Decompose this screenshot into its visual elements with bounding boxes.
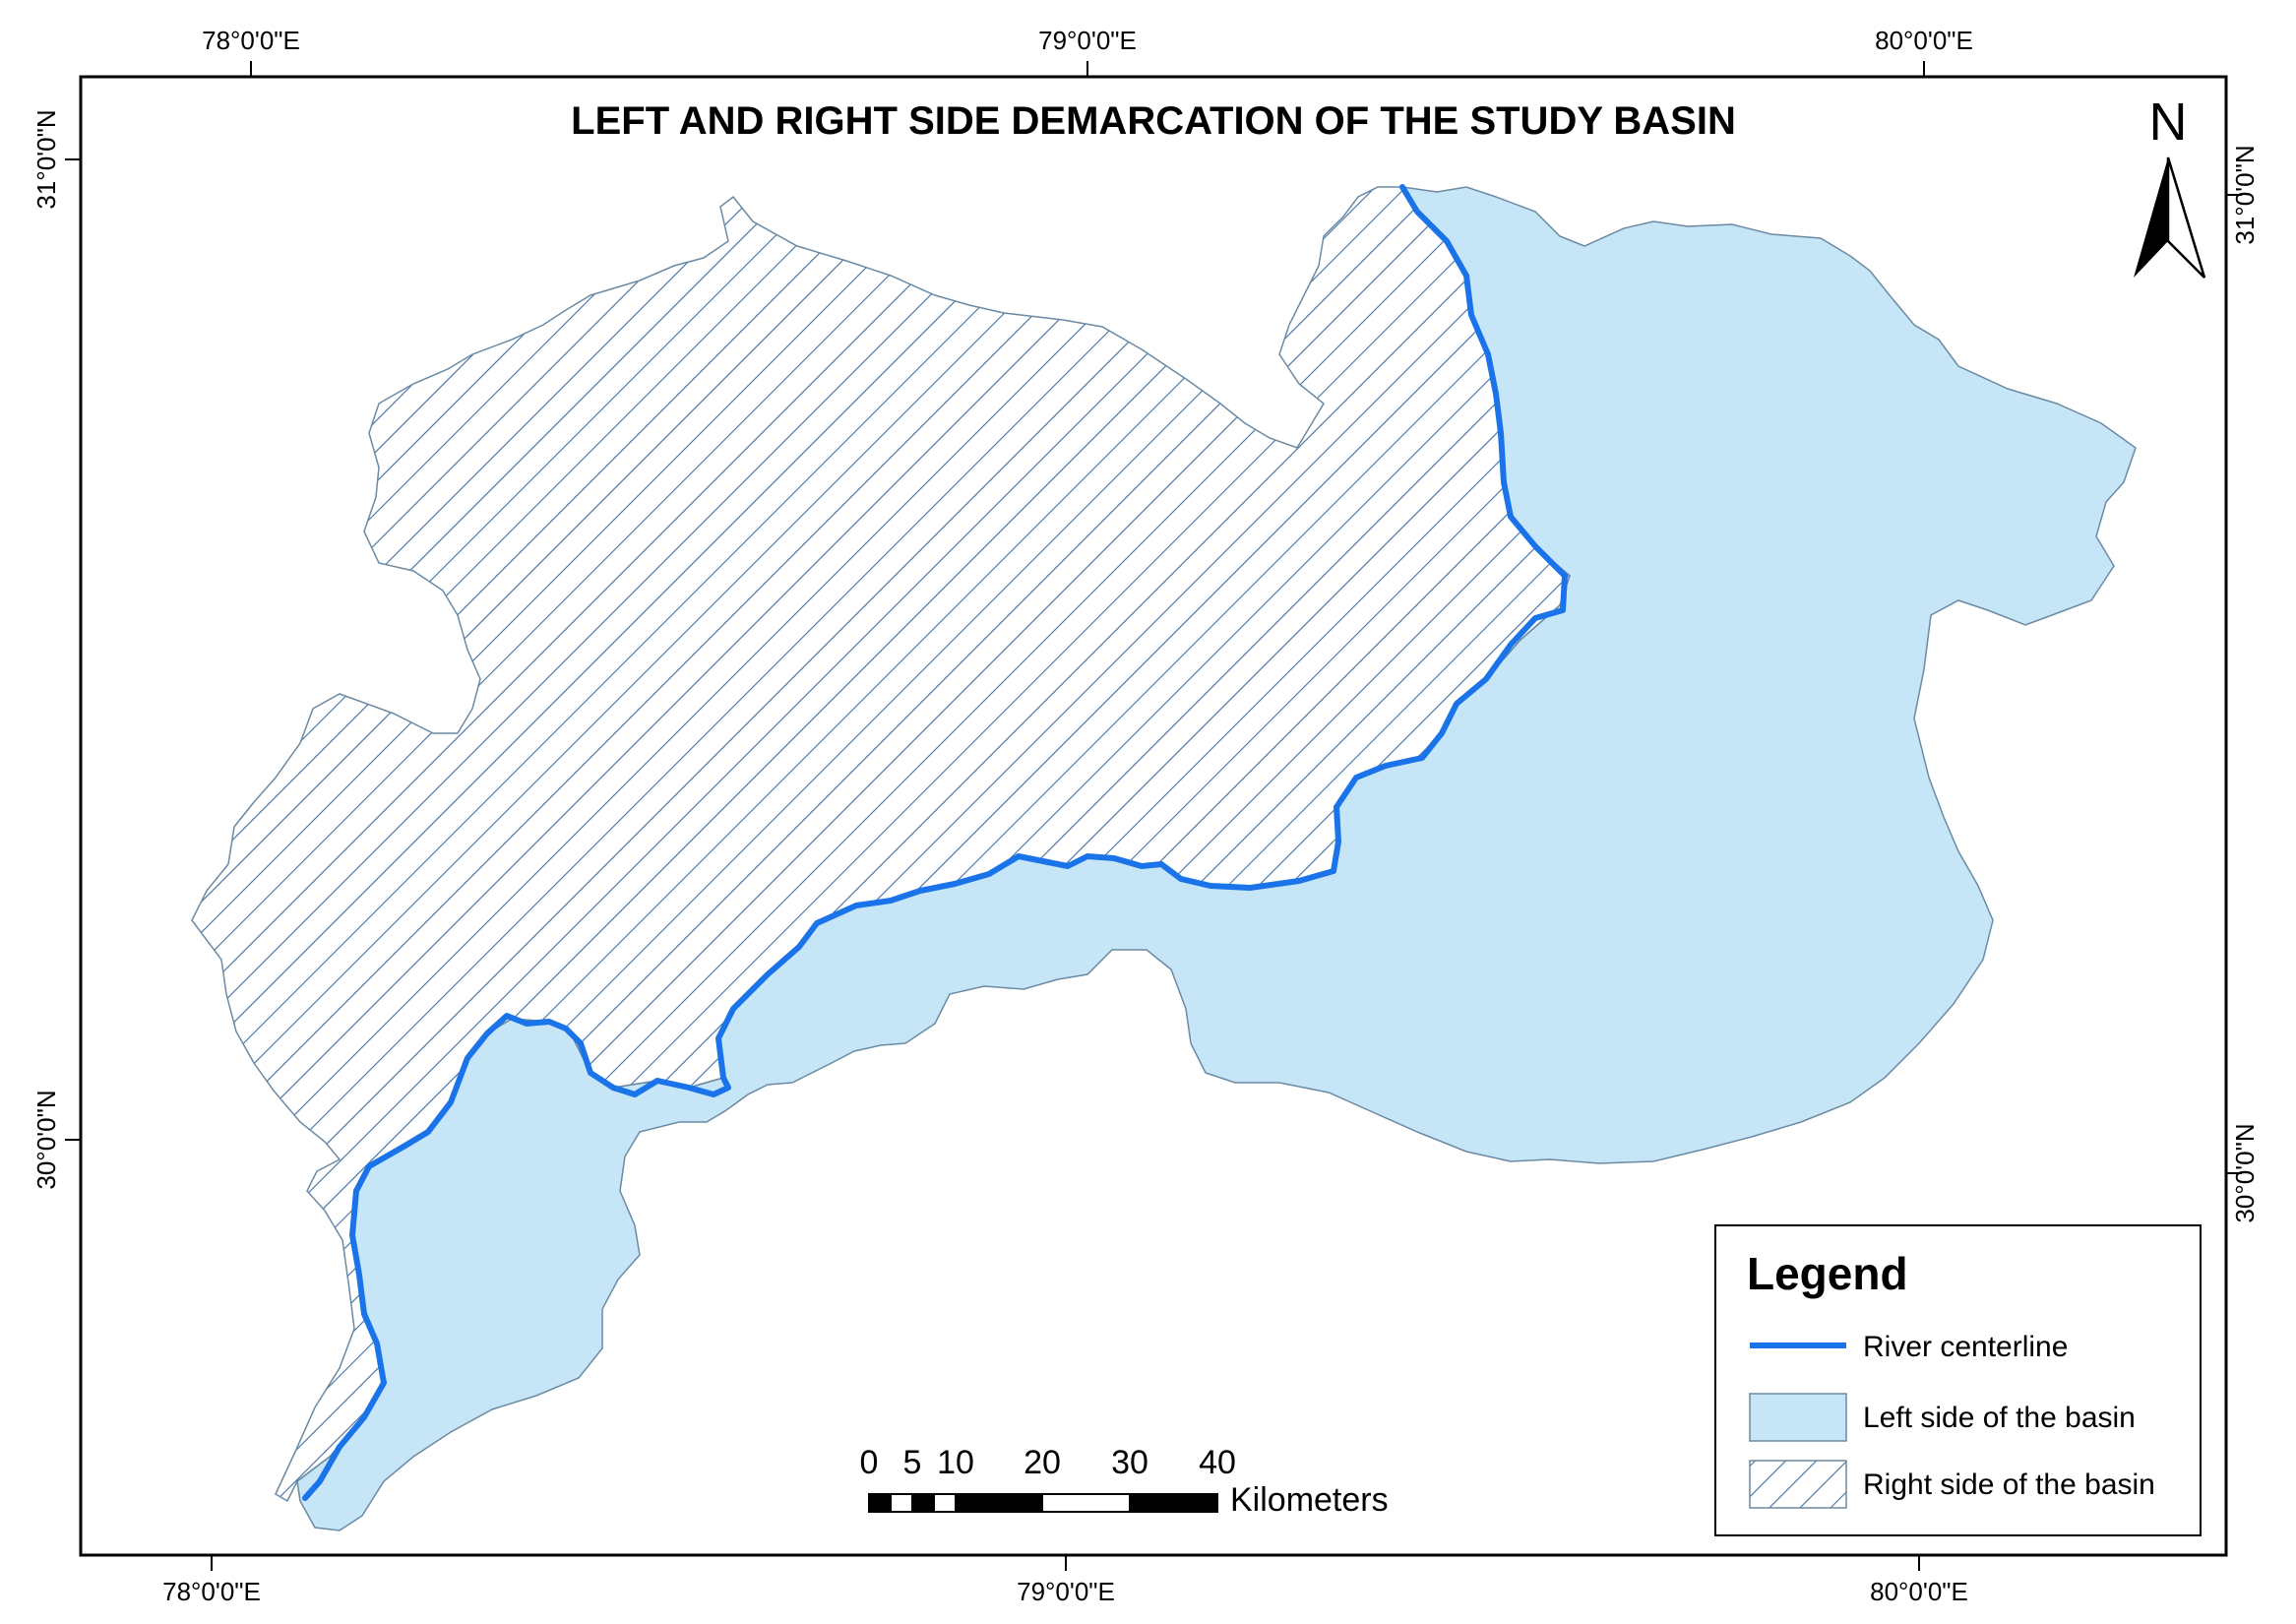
legend-right-side-label: Right side of the basin [1863, 1468, 2155, 1501]
north-arrow-right-half [2166, 156, 2206, 279]
legend-river-label: River centerline [1863, 1331, 2068, 1363]
scale-outline [868, 1493, 1218, 1513]
scale-segment-3 [933, 1493, 957, 1513]
north-arrow-label: N [2149, 93, 2188, 152]
left-tick-label-2: 30°0'0"N [31, 1090, 61, 1189]
legend: Legend River centerline Left side of the… [1714, 1224, 2202, 1536]
scale-bar: 0 5 10 20 30 40 Kilometers [860, 1444, 1389, 1519]
top-tick-label-3: 80°0'0"E [1875, 26, 1973, 55]
top-tick-label-1: 78°0'0"E [202, 26, 300, 55]
scale-segment-5 [1041, 1493, 1131, 1513]
bottom-tick-label-3: 80°0'0"E [1870, 1577, 1968, 1606]
legend-left-side-symbol [1749, 1393, 1847, 1442]
scale-unit-label: Kilometers [1230, 1481, 1389, 1519]
north-arrow: N [2134, 93, 2206, 279]
scale-segment-2 [912, 1494, 934, 1512]
scale-segment-6 [1130, 1494, 1217, 1512]
right-tick-label-1: 31°0'0"N [2230, 145, 2260, 244]
right-tick-label-2: 30°0'0"N [2230, 1123, 2260, 1222]
scale-label-20: 20 [1024, 1444, 1061, 1481]
scale-segment-1 [890, 1493, 913, 1513]
scale-label-40: 40 [1199, 1444, 1236, 1481]
legend-title: Legend [1747, 1248, 1908, 1299]
scale-label-0: 0 [860, 1444, 879, 1481]
scale-label-30: 30 [1111, 1444, 1148, 1481]
scale-segment-4 [956, 1494, 1042, 1512]
scale-label-10: 10 [937, 1444, 974, 1481]
left-tick-label-1: 31°0'0"N [31, 109, 61, 209]
river-centerline [302, 184, 1568, 1501]
legend-right-side-symbol [1749, 1460, 1847, 1509]
map-title: LEFT AND RIGHT SIDE DEMARCATION OF THE S… [571, 99, 1736, 143]
legend-left-side-label: Left side of the basin [1863, 1402, 2136, 1434]
scale-segment-0 [869, 1494, 891, 1512]
scale-label-5: 5 [903, 1444, 922, 1481]
top-tick-label-2: 79°0'0"E [1038, 26, 1137, 55]
bottom-tick-label-1: 78°0'0"E [162, 1577, 261, 1606]
graticule-ticks [65, 61, 2242, 1571]
bottom-tick-label-2: 79°0'0"E [1017, 1577, 1115, 1606]
north-arrow-left-half [2134, 157, 2168, 278]
